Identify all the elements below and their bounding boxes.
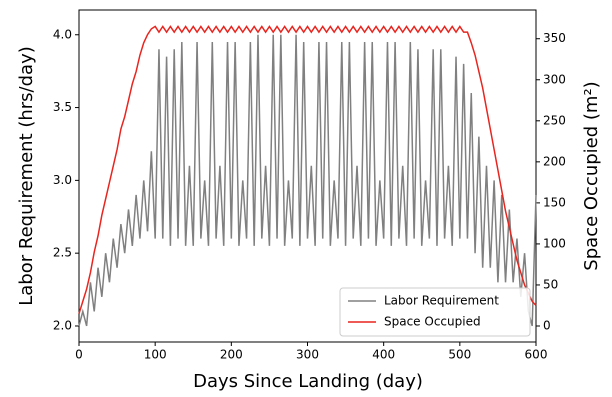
x-tick-label: 500 — [448, 348, 471, 362]
y-axis-label: Labor Requirement (hrs/day) — [16, 46, 37, 306]
series-line — [78, 25, 537, 314]
y2-tick-label: 50 — [543, 277, 558, 291]
y-tick-label: 3.0 — [53, 173, 72, 187]
x-tick-label: 200 — [220, 348, 243, 362]
y-tick-label: 2.5 — [53, 246, 72, 260]
x-tick-label: 300 — [296, 348, 319, 362]
y-tick-label: 3.5 — [53, 100, 72, 114]
x-axis-label: Days Since Landing (day) — [193, 371, 423, 392]
x-tick-label: 400 — [372, 348, 395, 362]
x-tick-label: 0 — [75, 348, 83, 362]
x-tick-label: 600 — [525, 348, 548, 362]
y2-tick-label: 250 — [543, 113, 566, 127]
y2-tick-label: 150 — [543, 195, 566, 209]
legend-label: Space Occupied — [384, 315, 481, 329]
y2-tick-label: 300 — [543, 72, 566, 86]
x-tick-label: 100 — [144, 348, 167, 362]
y2-tick-label: 100 — [543, 236, 566, 250]
legend-label: Labor Requirement — [384, 294, 499, 308]
y-tick-label: 4.0 — [53, 27, 72, 41]
legend-box — [339, 287, 531, 337]
y2-tick-label: 0 — [543, 318, 551, 332]
series-line — [78, 34, 537, 327]
y2-axis-label: Space Occupied (m²) — [581, 81, 602, 270]
y-tick-label: 2.0 — [53, 318, 72, 332]
y2-tick-label: 350 — [543, 31, 566, 45]
y2-tick-label: 200 — [543, 154, 566, 168]
